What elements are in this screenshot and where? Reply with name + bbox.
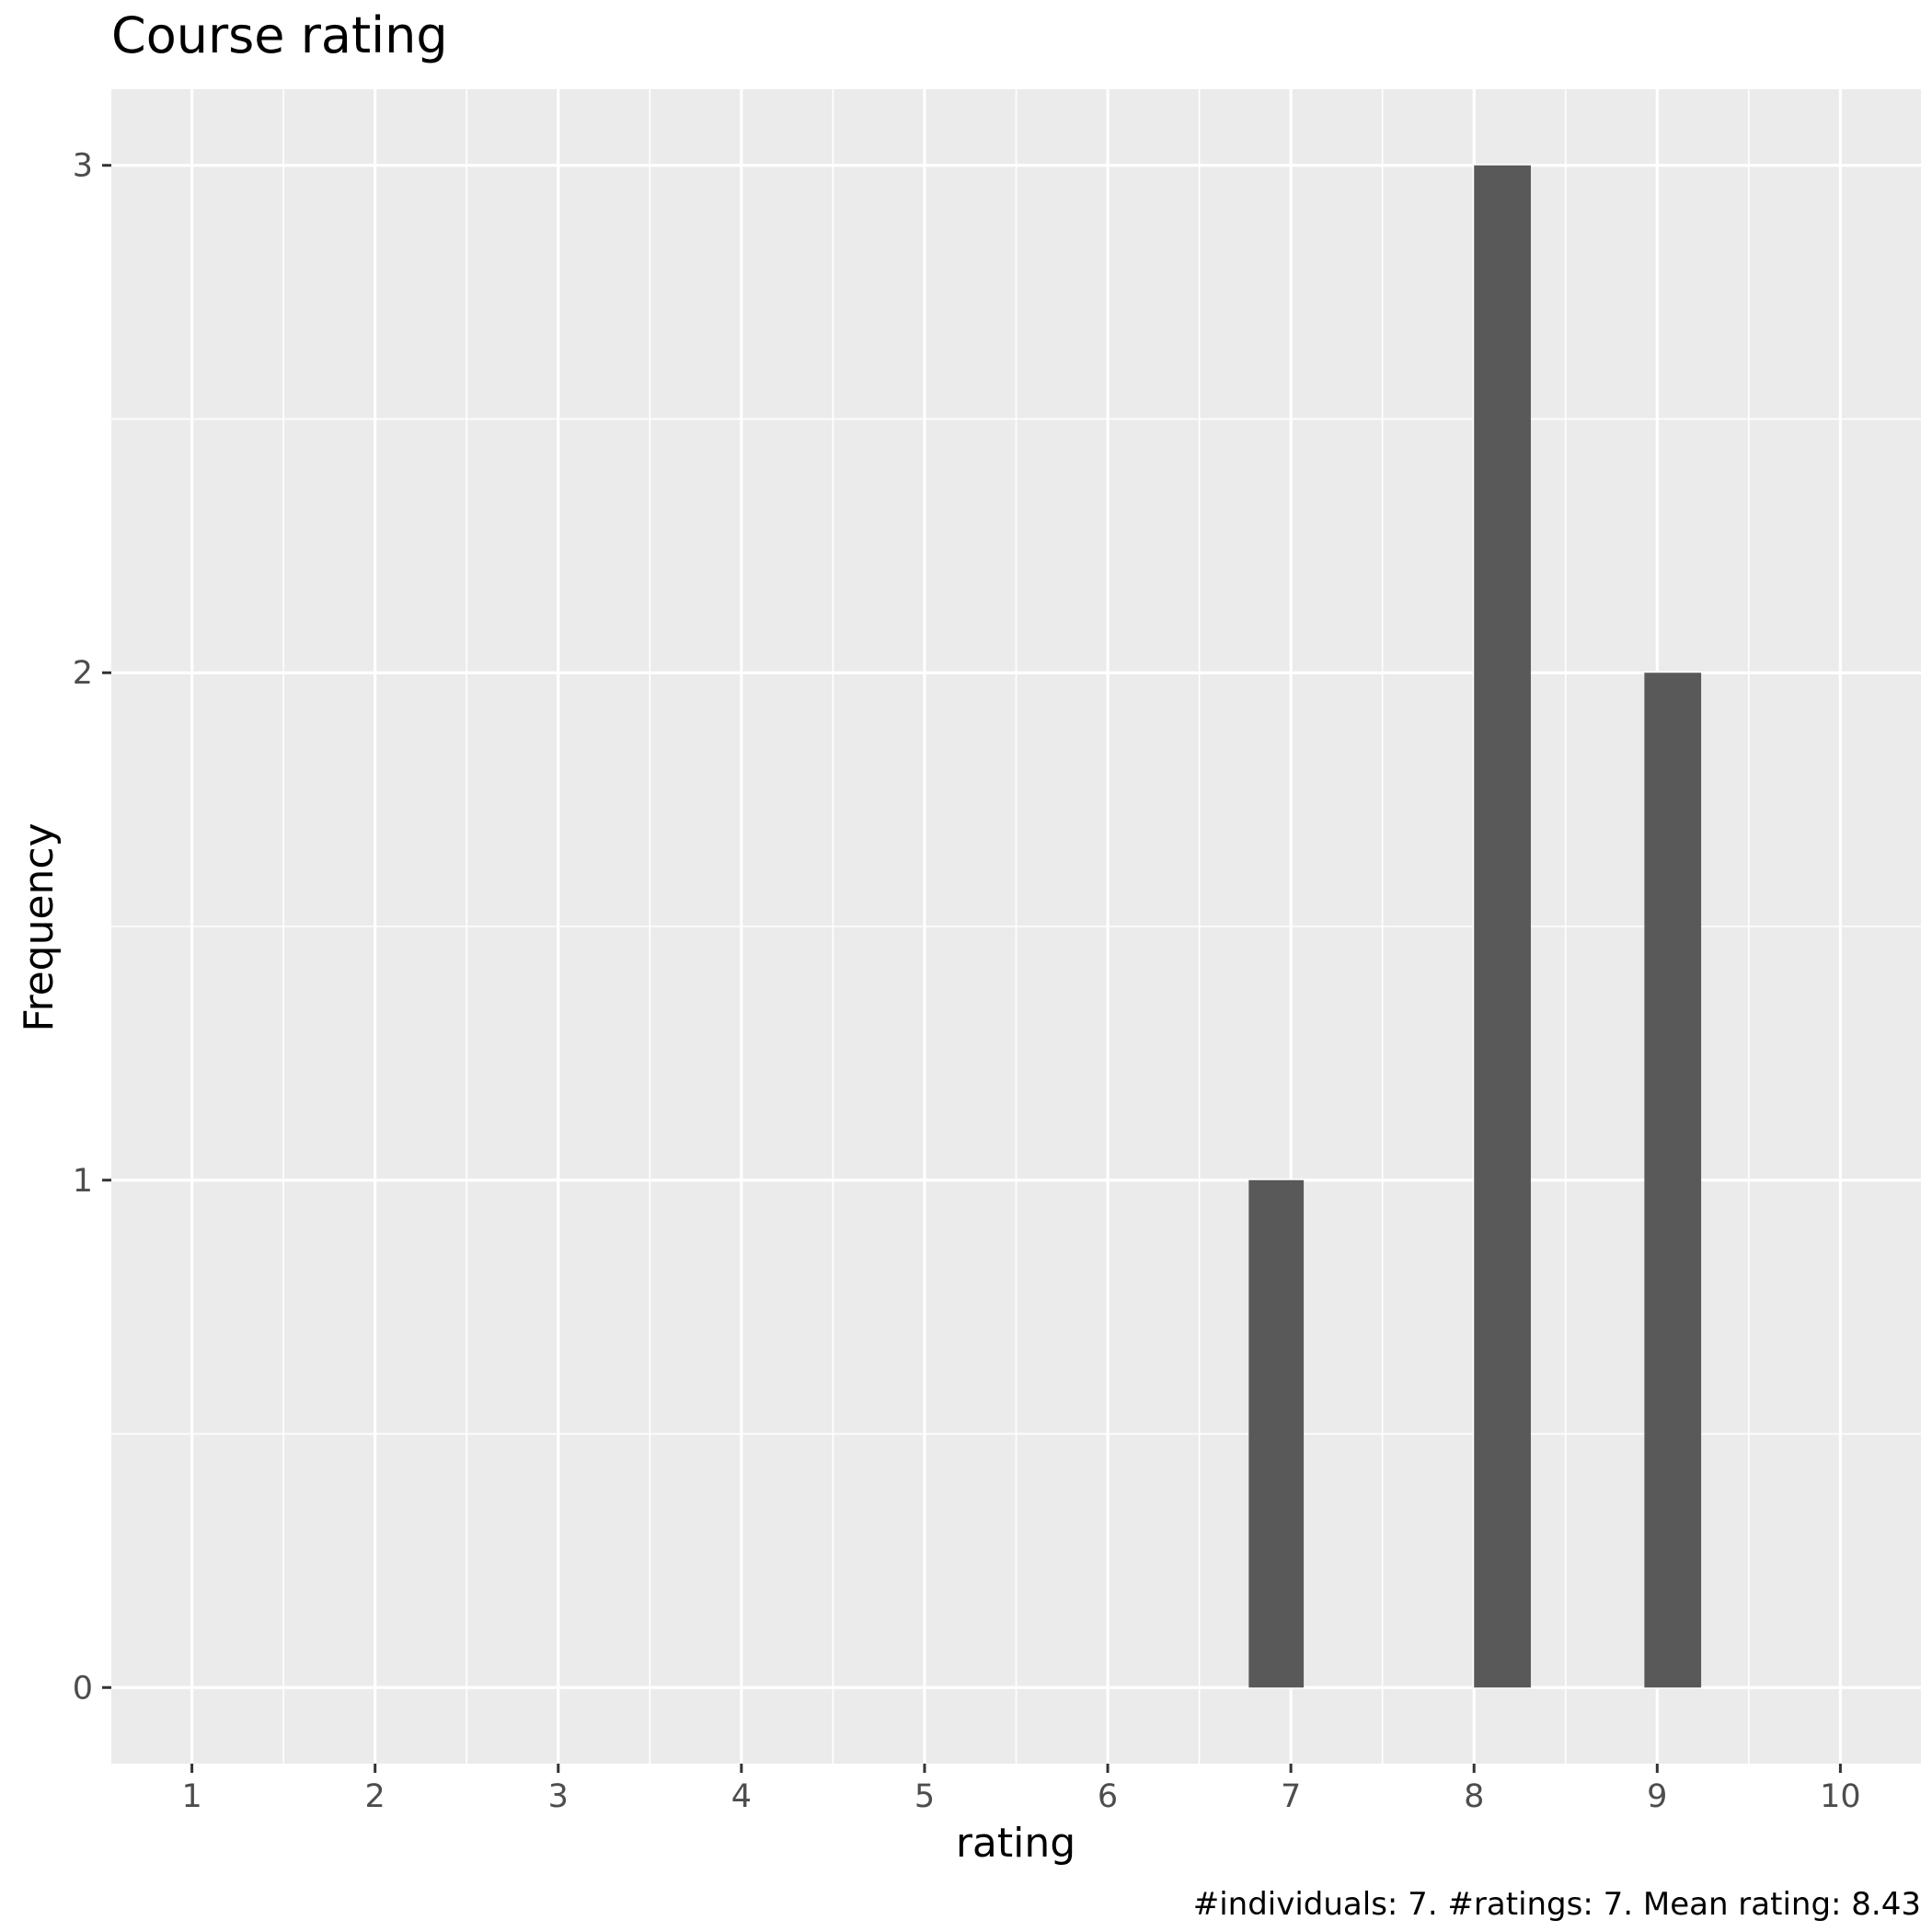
y-tick-label: 3	[73, 148, 93, 185]
y-tick-label: 2	[73, 655, 93, 692]
bar-rating-8	[1474, 165, 1531, 1688]
y-tick-label: 1	[73, 1163, 93, 1200]
x-tick-label: 9	[1647, 1778, 1667, 1815]
chart-title: Course rating	[111, 6, 448, 64]
bars	[1248, 165, 1702, 1688]
minor-gridlines	[111, 89, 1921, 1764]
bar-rating-7	[1248, 1179, 1305, 1688]
y-axis-label: Frequency	[16, 822, 63, 1031]
x-tick-label: 5	[914, 1778, 935, 1815]
bar-rating-9	[1644, 673, 1702, 1688]
x-tick-label: 1	[181, 1778, 201, 1815]
x-tick-label: 4	[731, 1778, 752, 1815]
x-tick-label: 3	[548, 1778, 569, 1815]
x-tick-label: 10	[1820, 1778, 1861, 1815]
x-axis: 1 2 3 4 5 6 7 8 9 10	[181, 1764, 1861, 1815]
chart-caption: #individuals: 7. #ratings: 7. Mean ratin…	[1193, 1886, 1921, 1923]
x-tick-label: 2	[365, 1778, 385, 1815]
x-tick-label: 8	[1464, 1778, 1484, 1815]
x-axis-label: rating	[956, 1820, 1075, 1867]
x-tick-label: 7	[1281, 1778, 1301, 1815]
x-tick-label: 6	[1098, 1778, 1118, 1815]
y-axis: 0 1 2 3	[73, 148, 111, 1707]
y-tick-label: 0	[73, 1670, 93, 1707]
